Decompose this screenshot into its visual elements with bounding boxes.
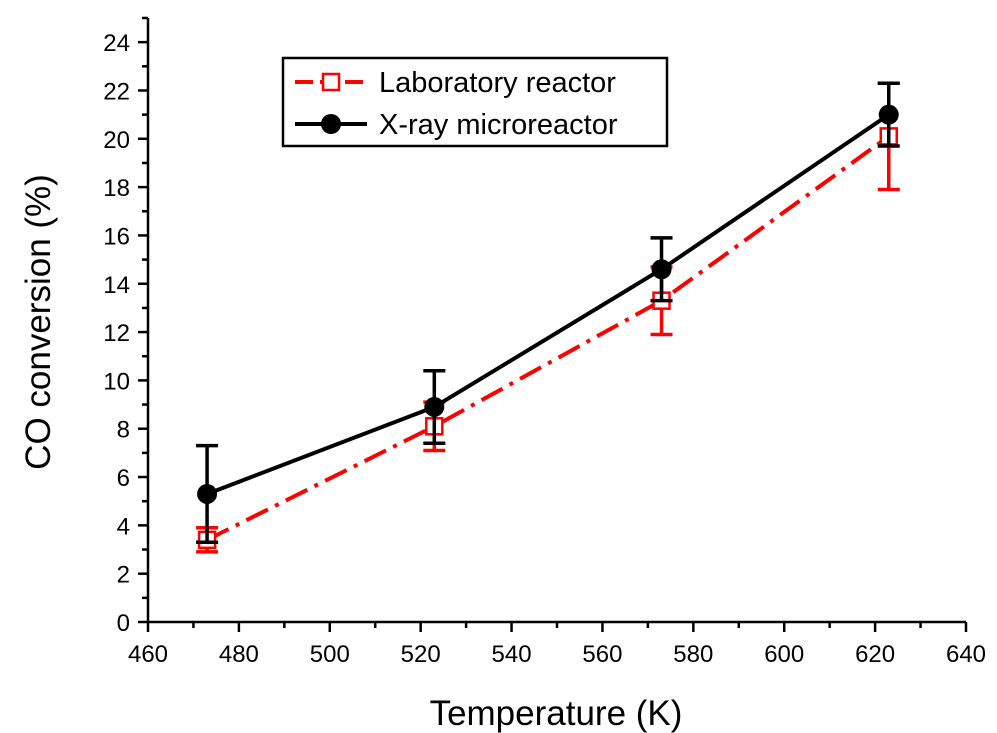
x-tick-label: 480 [219, 641, 259, 668]
y-tick-label: 22 [103, 78, 130, 105]
y-tick-label: 6 [117, 465, 130, 492]
x-tick-label: 580 [673, 641, 713, 668]
series-1 [196, 83, 900, 552]
x-axis-ticks: 460 480 500 520 540 560 580 600 620 640 [128, 622, 986, 668]
legend-marker [323, 74, 339, 90]
x-tick-label: 640 [946, 641, 986, 668]
x-tick-label: 540 [492, 641, 532, 668]
y-tick-label: 14 [103, 272, 130, 299]
y-tick-label: 12 [103, 320, 130, 347]
x-tick-label: 500 [310, 641, 350, 668]
x-tick-label: 460 [128, 641, 168, 668]
y-tick-label: 10 [103, 368, 130, 395]
y-tick-label: 4 [117, 513, 130, 540]
x-tick-label: 600 [764, 641, 804, 668]
x-tick-label: 620 [855, 641, 895, 668]
series-2 [196, 83, 900, 542]
y-tick-label: 18 [103, 175, 130, 202]
data-point [424, 397, 444, 417]
data-point [197, 484, 217, 504]
x-tick-label: 520 [401, 641, 441, 668]
y-tick-label: 16 [103, 223, 130, 250]
y-tick-label: 8 [117, 417, 130, 444]
y-tick-label: 20 [103, 127, 130, 154]
x-tick-label: 560 [582, 641, 622, 668]
legend-label: Laboratory reactor [379, 67, 616, 99]
legend-label: X-ray microreactor [379, 109, 618, 141]
y-tick-label: 24 [103, 30, 130, 57]
y-axis-label: CO conversion (%) [19, 174, 58, 470]
series-line [207, 115, 889, 494]
x-axis-label: Temperature (K) [430, 694, 683, 733]
data-point [879, 105, 899, 125]
legend: Laboratory reactor X-ray microreactor [283, 58, 667, 146]
y-tick-label: 2 [117, 562, 130, 589]
legend-marker [321, 114, 341, 134]
data-point [652, 259, 672, 279]
y-tick-label: 0 [117, 610, 130, 637]
series-layer [196, 83, 900, 552]
